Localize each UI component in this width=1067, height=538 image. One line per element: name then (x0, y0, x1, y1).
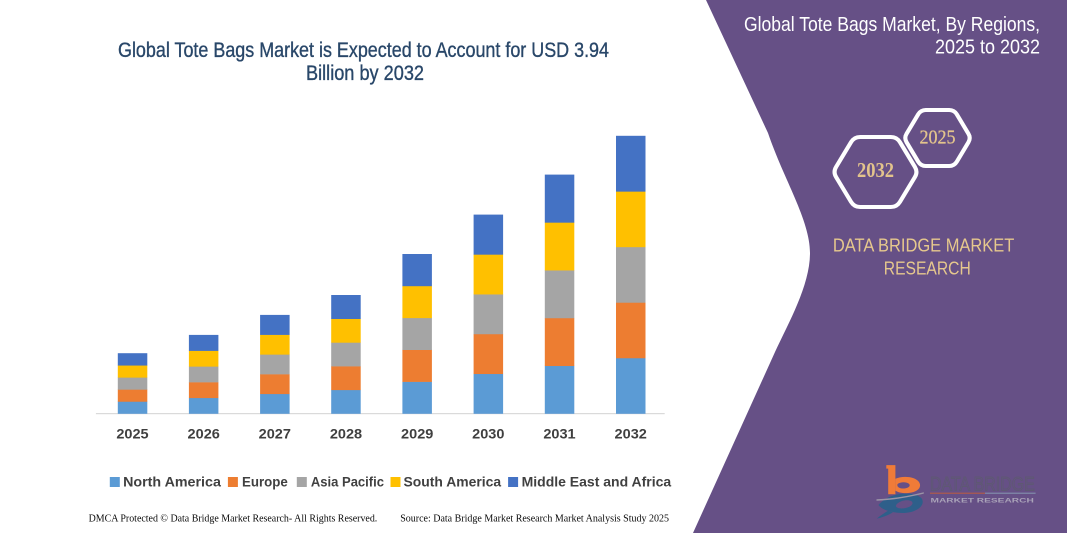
svg-text:Asia Pacific: Asia Pacific (311, 475, 385, 490)
svg-text:Billion by 2032: Billion by 2032 (306, 62, 424, 85)
svg-text:Global Tote Bags Market, By Re: Global Tote Bags Market, By Regions, (744, 14, 1040, 36)
svg-text:2025: 2025 (116, 426, 149, 442)
svg-text:2027: 2027 (259, 426, 292, 442)
svg-text:2029: 2029 (401, 426, 434, 442)
svg-text:2025: 2025 (920, 127, 956, 149)
svg-text:North America: North America (123, 475, 221, 490)
svg-text:2031: 2031 (543, 426, 576, 442)
svg-text:2028: 2028 (330, 426, 363, 442)
svg-text:2032: 2032 (615, 426, 648, 442)
svg-text:2025 to 2032: 2025 to 2032 (935, 37, 1040, 59)
svg-text:DATA BRIDGE: DATA BRIDGE (930, 475, 1035, 496)
svg-text:Middle East and Africa: Middle East and Africa (522, 475, 672, 490)
svg-text:Europe: Europe (242, 475, 288, 490)
svg-text:DATA BRIDGE MARKET: DATA BRIDGE MARKET (833, 235, 1015, 255)
svg-text:2030: 2030 (472, 426, 505, 442)
svg-text:South America: South America (404, 475, 502, 490)
svg-text:Source: Data Bridge Market Res: Source: Data Bridge Market Research Mark… (400, 513, 669, 525)
svg-text:MARKET RESEARCH: MARKET RESEARCH (931, 498, 1035, 505)
svg-text:2032: 2032 (857, 158, 894, 182)
svg-text:RESEARCH: RESEARCH (884, 259, 971, 279)
svg-text:2026: 2026 (188, 426, 221, 442)
svg-text:DMCA Protected © Data Bridge M: DMCA Protected © Data Bridge Market Rese… (89, 513, 378, 525)
svg-text:Global Tote Bags Market is Exp: Global Tote Bags Market is Expected to A… (118, 39, 609, 62)
